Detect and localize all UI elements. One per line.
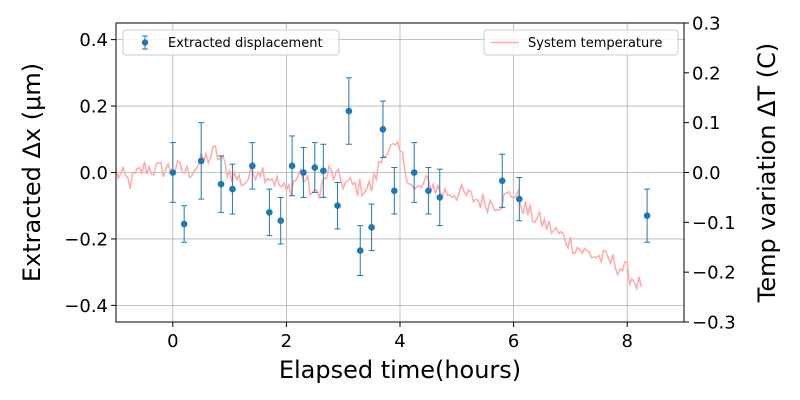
y-tick-label-right: −0.1 (692, 213, 736, 234)
x-tick-label: 4 (394, 331, 405, 352)
legend-temperature: System temperature (483, 29, 679, 56)
y-tick-label-right: −0.2 (692, 263, 736, 284)
data-point (320, 167, 327, 175)
y-tick-label-right: 0.3 (692, 14, 721, 35)
y-tick-label-right: 0.1 (692, 113, 721, 134)
y-tick-label-right: −0.3 (692, 313, 736, 334)
legend-label-temperature: System temperature (528, 36, 662, 51)
data-point (368, 224, 375, 231)
x-tick-label: 8 (621, 331, 632, 352)
data-point (356, 247, 364, 254)
axis-ticks: 0 2 4 6 8 −0.4 −0.2 0.0 0.2 0.4 −0.3 −0.2 −0.1 0.0 0.1… (64, 14, 735, 353)
y-axis-label-left: Extracted Δx (μm) (18, 63, 46, 282)
data-point (300, 169, 307, 176)
data-point (311, 164, 319, 171)
data-point (345, 107, 353, 115)
x-axis-label: Elapsed time(hours) (279, 356, 521, 384)
data-point (515, 195, 523, 203)
temperature-series (115, 140, 643, 292)
x-tick-label: 0 (167, 331, 178, 352)
data-point (169, 169, 177, 176)
x-tick-label: 6 (508, 331, 519, 352)
y-tick-label-left: −0.2 (64, 229, 108, 250)
temperature-line (115, 140, 643, 292)
data-point (288, 162, 296, 170)
data-point (197, 157, 205, 165)
data-point (425, 187, 432, 195)
y-tick-label-right: 0.2 (692, 63, 721, 84)
data-point (277, 217, 285, 224)
data-point (266, 209, 273, 216)
data-point (498, 177, 506, 185)
data-point (436, 194, 444, 201)
data-point (334, 202, 341, 210)
y-tick-label-right: 0.0 (692, 163, 721, 184)
y-tick-label-left: 0.4 (79, 30, 108, 51)
data-point (229, 185, 236, 193)
legend-displacement: Extracted displacement (122, 29, 340, 56)
data-point (249, 162, 256, 170)
legend-box (483, 29, 679, 56)
displacement-series (169, 77, 651, 276)
data-point (180, 220, 188, 228)
y-tick-label-left: 0.0 (79, 163, 108, 184)
y-axis-label-right: Temp variation ΔT (C) (753, 43, 781, 304)
data-point (410, 169, 418, 176)
data-point (379, 126, 387, 133)
y-tick-label-left: 0.2 (79, 97, 108, 118)
y-tick-label-left: −0.4 (64, 296, 108, 317)
legend-box (122, 29, 340, 56)
data-point (643, 212, 651, 219)
x-tick-label: 2 (281, 331, 292, 352)
data-point (391, 187, 398, 195)
data-point (217, 180, 225, 188)
legend-marker-icon (141, 39, 149, 46)
legend-label-displacement: Extracted displacement (168, 36, 323, 51)
